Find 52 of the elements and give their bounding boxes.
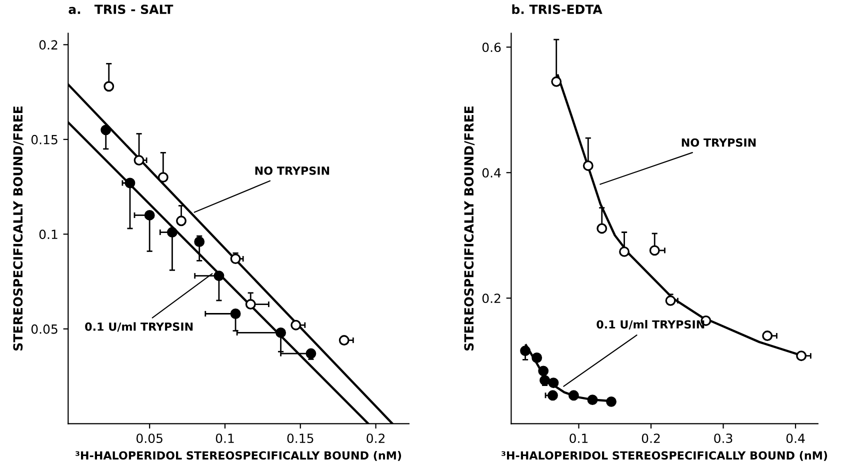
point — [551, 76, 562, 87]
point — [104, 81, 114, 92]
chart-title: b. TRIS-EDTA — [512, 4, 602, 14]
point — [796, 350, 807, 362]
point — [665, 295, 676, 306]
y-tick-label: 0.05 — [31, 324, 58, 334]
x-tick-label: 0.1 — [570, 434, 588, 444]
annotation: 0.1 U/ml TRYPSIN — [596, 320, 704, 330]
point — [538, 366, 549, 376]
x-tick-label: 0.05 — [136, 434, 162, 444]
y-tick-label: 0.4 — [482, 168, 501, 178]
point — [582, 160, 594, 171]
x-tick-label: 0.1 — [216, 434, 234, 444]
point — [214, 270, 224, 282]
point — [596, 223, 608, 234]
point — [568, 390, 579, 401]
x-tick-label: 0.2 — [642, 434, 660, 444]
point — [540, 375, 550, 386]
point — [762, 330, 773, 342]
x-axis-title: ³H-HALOPERIDOL STEREOSPECIFICALLY BOUND (nM) — [76, 451, 402, 461]
x-tick-label: 0.2 — [366, 434, 384, 444]
point — [548, 390, 558, 401]
point — [338, 335, 350, 346]
annotation: 0.1 U/ml TRYPSIN — [85, 322, 193, 332]
y-axis-title: STEREOSPECIFICALLY BOUND/FREE — [464, 106, 475, 350]
point — [290, 320, 302, 330]
point — [144, 210, 155, 220]
y-tick-label: 0.1 — [39, 230, 58, 240]
point — [176, 216, 186, 226]
point — [100, 124, 112, 136]
x-tick-label: 0.3 — [714, 434, 732, 444]
y-tick-label: 0.2 — [39, 40, 58, 50]
point — [124, 178, 136, 188]
point — [158, 172, 168, 183]
point — [230, 308, 241, 319]
point — [166, 227, 178, 238]
annotation: NO TRYPSIN — [255, 166, 330, 175]
point — [276, 327, 286, 338]
y-tick-label: 0.6 — [482, 42, 501, 52]
y-tick-label: 0.15 — [31, 134, 58, 144]
x-tick-label: 0.4 — [786, 434, 805, 444]
point — [134, 155, 144, 166]
y-axis-title: STEREOSPECIFICALLY BOUND/FREE — [13, 106, 24, 350]
x-tick-label: 0.15 — [287, 434, 314, 444]
chart-title: a. TRIS - SALT — [68, 4, 174, 14]
point — [649, 245, 660, 256]
point — [245, 299, 256, 310]
point — [619, 246, 630, 257]
y-tick-label: 0.2 — [482, 294, 500, 304]
point — [230, 254, 241, 264]
annotation: NO TRYPSIN — [682, 138, 756, 147]
x-axis-title: ³H-HALOPERIDOL STEREOSPECIFICALLY BOUND (nM) — [502, 451, 828, 461]
